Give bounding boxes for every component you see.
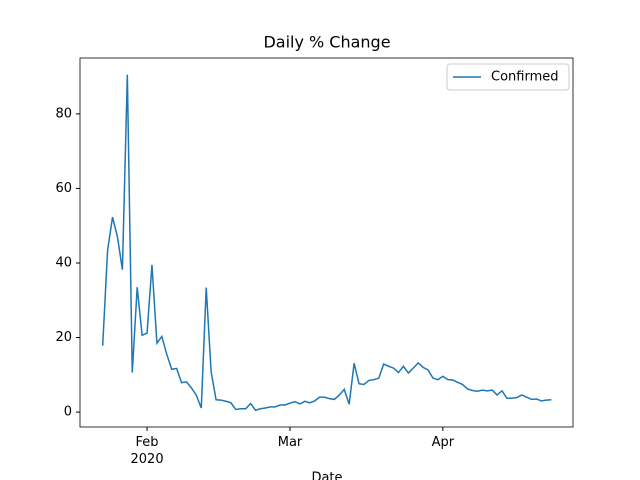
line — [101, 74, 552, 412]
y-tick-label: 60 — [55, 181, 72, 196]
axes-frame — [79, 57, 574, 428]
y-tick-label: 0 — [64, 405, 72, 420]
y-tick-label: 40 — [55, 256, 72, 271]
x-tick-label: Apr — [431, 435, 455, 450]
legend-box — [446, 63, 570, 91]
x-tick-label: Feb 2020 — [130, 435, 164, 467]
y-tick-label: 80 — [55, 106, 72, 121]
x-tick-label: Mar — [277, 435, 303, 450]
y-tick-label: 20 — [55, 330, 72, 345]
legend-label: Confirmed — [491, 70, 559, 85]
chart-title: Daily % Change — [263, 33, 390, 52]
x-axis-label: Date — [311, 471, 342, 480]
